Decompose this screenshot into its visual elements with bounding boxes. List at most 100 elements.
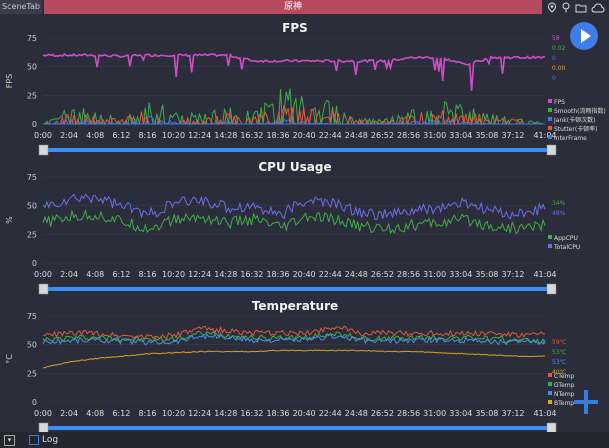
current-value: 40℃	[552, 369, 567, 376]
range-slider-left-handle	[38, 144, 49, 156]
x-tick-label: 28:56	[397, 270, 420, 279]
series-line-appcpu	[42, 208, 546, 235]
legend-entry: NTemp	[554, 391, 575, 398]
x-tick-label: 41:04	[533, 270, 556, 279]
x-tick-label: 18:36	[266, 270, 289, 279]
cloud-icon[interactable]	[591, 0, 605, 17]
collapse-icon[interactable]: ▾	[4, 434, 15, 446]
current-value: 53℃	[552, 349, 567, 356]
x-tick-label: 6:12	[112, 270, 130, 279]
x-tick-label: 20:40	[293, 409, 316, 418]
current-value: 53℃	[552, 359, 567, 366]
x-tick-label: 35:08	[475, 131, 498, 140]
x-tick-label: 16:32	[240, 270, 263, 279]
x-tick-label: 4:08	[86, 409, 104, 418]
range-slider-right-handle	[546, 144, 557, 156]
x-tick-label: 0:00	[34, 409, 52, 418]
legend-swatch	[548, 400, 552, 404]
x-tick-label: 31:00	[423, 409, 446, 418]
x-tick-label: 8:16	[138, 131, 156, 140]
x-tick-label: 14:28	[214, 131, 237, 140]
x-tick-label: 2:04	[60, 131, 78, 140]
x-tick-label: 16:32	[240, 409, 263, 418]
x-tick-label: 26:52	[371, 270, 394, 279]
x-tick-label: 26:52	[371, 131, 394, 140]
x-tick-label: 8:16	[138, 270, 156, 279]
y-tick-label: 0	[32, 120, 37, 129]
x-tick-label: 12:24	[188, 131, 211, 140]
x-tick-label: 24:48	[345, 131, 368, 140]
log-checkbox[interactable]	[29, 435, 39, 445]
range-slider-right-handle	[546, 283, 557, 295]
x-tick-label: 0:00	[34, 270, 52, 279]
x-tick-label: 37:12	[501, 409, 524, 418]
x-tick-label: 24:48	[345, 270, 368, 279]
y-tick-label: 75	[27, 34, 37, 43]
current-value: 59℃	[552, 339, 567, 346]
x-tick-label: 24:48	[345, 409, 368, 418]
legend-entry: Stutter(卡顿率)	[554, 125, 598, 133]
y-tick-label: 50	[27, 341, 37, 350]
game-tab[interactable]: 原神	[44, 0, 542, 14]
play-button[interactable]	[570, 22, 598, 50]
y-tick-label: 75	[27, 312, 37, 321]
legend-swatch	[548, 235, 552, 239]
x-tick-label: 8:16	[138, 409, 156, 418]
pin-icon[interactable]	[561, 0, 571, 17]
legend-entry: InterFrame	[554, 135, 587, 142]
series-line-totalcpu	[42, 193, 546, 221]
x-tick-label: 41:04	[533, 409, 556, 418]
x-tick-label: 31:00	[423, 131, 446, 140]
x-tick-label: 4:08	[86, 131, 104, 140]
legend-swatch	[548, 382, 552, 386]
x-tick-label: 20:40	[293, 131, 316, 140]
x-tick-label: 37:12	[501, 270, 524, 279]
legend-entry: Jank(卡顿次数)	[553, 116, 595, 124]
current-value: 0.02	[552, 45, 566, 52]
y-tick-label: 25	[27, 369, 37, 378]
log-label: Log	[42, 435, 59, 445]
legend-swatch	[548, 108, 552, 112]
legend-swatch	[548, 244, 552, 248]
chart-title: FPS	[282, 21, 308, 35]
charts-panel: FPS FPS 75 50 25 0 0:00 2:04 4:08 6:12 8:16 10:20 12…	[0, 14, 609, 434]
x-tick-label: 22:44	[319, 131, 342, 140]
legend-swatch	[548, 373, 552, 377]
x-tick-label: 22:44	[319, 409, 342, 418]
folder-icon[interactable]	[575, 0, 587, 17]
x-tick-label: 0:00	[34, 131, 52, 140]
series-line-smooth	[43, 88, 545, 126]
legend-entry: CTemp	[554, 373, 574, 380]
current-value: 0	[552, 75, 556, 82]
current-value: 0	[552, 55, 556, 62]
legend-swatch	[548, 99, 552, 103]
scene-tab[interactable]: SceneTab	[0, 0, 42, 14]
legend-entry: AppCPU	[554, 235, 578, 242]
x-tick-label: 35:08	[475, 270, 498, 279]
x-tick-label: 31:00	[423, 270, 446, 279]
top-bar: SceneTab 原神	[0, 0, 609, 14]
x-tick-label: 33:04	[449, 270, 472, 279]
chart-title: CPU Usage	[258, 160, 331, 174]
x-tick-label: 28:56	[397, 131, 420, 140]
y-tick-label: 0	[32, 398, 37, 407]
current-value: 34%	[552, 200, 566, 207]
x-tick-label: 37:12	[501, 131, 524, 140]
x-tick-label: 33:04	[449, 131, 472, 140]
y-tick-label: 25	[27, 91, 37, 100]
range-slider-track	[43, 287, 553, 291]
location-icon[interactable]	[547, 0, 557, 17]
current-value: 0.00	[552, 65, 566, 72]
current-value: 48%	[552, 210, 566, 217]
range-slider-right-handle	[546, 422, 557, 434]
x-tick-label: 18:36	[266, 409, 289, 418]
y-axis-label: %	[5, 216, 14, 224]
series-line-ntemp	[42, 332, 546, 346]
legend-swatch	[548, 391, 552, 395]
x-tick-label: 6:12	[112, 409, 130, 418]
x-tick-label: 22:44	[319, 270, 342, 279]
add-icon[interactable]	[574, 390, 598, 414]
bottom-bar: ▾ Log	[0, 432, 609, 448]
x-tick-label: 14:28	[214, 409, 237, 418]
